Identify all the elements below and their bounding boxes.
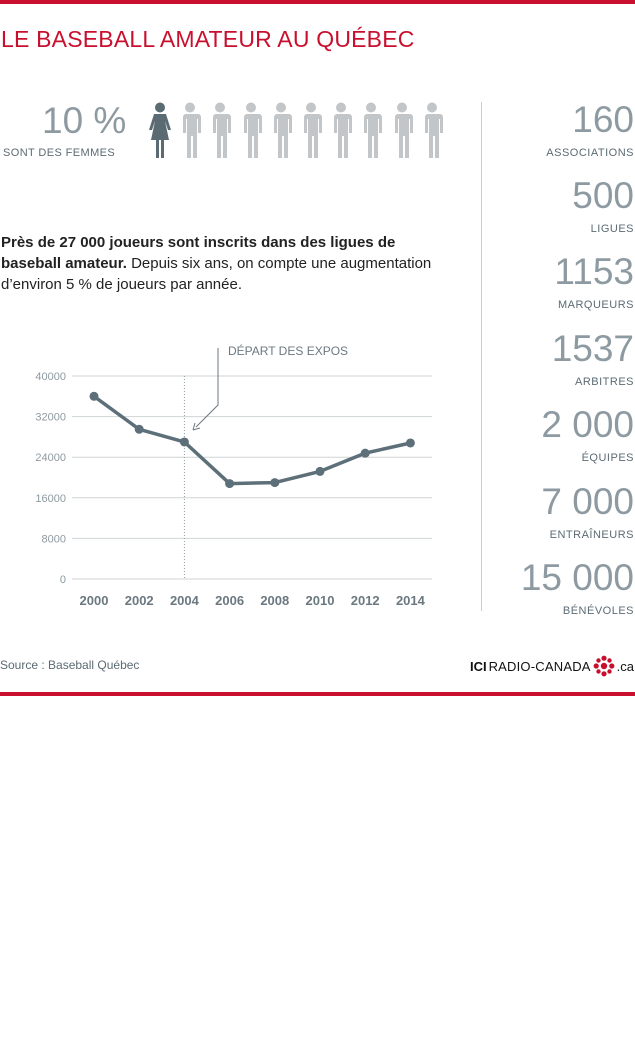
radio-canada-gem-icon <box>593 655 615 677</box>
x-tick-label: 2004 <box>170 593 200 608</box>
y-tick-label: 32000 <box>35 412 66 424</box>
radio-canada-logo[interactable]: ICI RADIO-CANADA .ca <box>470 654 634 678</box>
x-tick-label: 2000 <box>80 593 109 608</box>
y-tick-label: 8000 <box>42 533 66 545</box>
x-tick-label: 2006 <box>215 593 244 608</box>
intro-bold: Près de 27 000 joueurs sont inscrits dan… <box>1 234 396 272</box>
stat-equipes: 2 000 ÉQUIPES <box>541 404 634 465</box>
women-percent: 10 % <box>42 100 127 141</box>
man-figure-icon <box>272 102 292 158</box>
annotation-arrowhead <box>192 422 201 431</box>
man-figure-icon <box>303 102 322 158</box>
data-point <box>270 478 280 488</box>
stat-entraineurs: 7 000 ENTRAÎNEURS <box>541 481 634 542</box>
stat-value: 2 000 <box>541 404 634 445</box>
man-figure-icon <box>242 102 262 158</box>
stat-ligues: 500 LIGUES <box>572 175 634 236</box>
data-point <box>405 438 415 448</box>
man-figure-icon <box>333 102 353 158</box>
page-title: LE BASEBALL AMATEUR AU QUÉBEC <box>1 26 415 52</box>
annotation-label: DÉPART DES EXPOS <box>228 343 348 358</box>
y-tick-label: 16000 <box>35 493 66 505</box>
women-label: SONT DES FEMMES <box>3 147 116 159</box>
x-tick-label: 2008 <box>260 593 289 608</box>
stat-value: 1537 <box>551 328 634 369</box>
brand-ici: ICI <box>469 658 487 674</box>
y-tick-label: 24000 <box>35 452 66 464</box>
annotation-pointer <box>195 348 219 428</box>
stat-label: LIGUES <box>590 223 634 235</box>
top-rule <box>0 0 635 4</box>
brand-name: RADIO-CANADA <box>488 658 591 674</box>
man-figure-icon <box>393 102 413 158</box>
woman-figure-icon <box>149 102 171 158</box>
stat-value: 1153 <box>554 251 634 292</box>
stat-label: BÉNÉVOLES <box>562 605 634 617</box>
vertical-divider <box>481 102 482 611</box>
stat-value: 15 000 <box>520 557 634 598</box>
x-tick-label: 2012 <box>351 593 380 608</box>
stat-label: ASSOCIATIONS <box>546 147 634 159</box>
data-point <box>89 391 99 401</box>
players-line-chart: 0 8000 16000 24000 32000 40000 DÉPART DES EXPO… <box>35 343 432 608</box>
stat-marqueurs: 1153 MARQUEURS <box>554 251 634 312</box>
intro-paragraph: Près de 27 000 joueurs sont inscrits dan… <box>1 232 441 295</box>
stat-associations: 160 ASSOCIATIONS <box>546 99 634 160</box>
stat-label: MARQUEURS <box>557 299 634 311</box>
intro-text: Depuis six ans, on compte une augmentati… <box>1 255 432 293</box>
x-tick-label: 2010 <box>306 593 335 608</box>
man-figure-icon <box>212 102 232 158</box>
x-tick-label: 2002 <box>125 593 154 608</box>
man-figure-icon <box>182 102 202 158</box>
stat-benevoles: 15 000 BÉNÉVOLES <box>520 557 634 618</box>
stat-label: ÉQUIPES <box>581 452 634 464</box>
stat-value: 500 <box>572 175 634 216</box>
y-tick-label: 40000 <box>35 371 66 383</box>
stat-value: 160 <box>572 99 634 140</box>
y-tick-label: 0 <box>60 574 66 586</box>
person-figures <box>145 102 447 160</box>
data-point <box>134 424 144 434</box>
data-point <box>225 479 235 489</box>
stat-arbitres: 1537 ARBITRES <box>551 328 634 389</box>
stat-label: ARBITRES <box>574 376 634 388</box>
data-point <box>315 466 325 476</box>
x-tick-label: 2014 <box>396 593 426 608</box>
man-figure-icon <box>423 102 443 158</box>
stat-label: ENTRAÎNEURS <box>549 529 634 541</box>
stat-value: 7 000 <box>541 481 634 522</box>
data-point <box>179 437 189 447</box>
data-point <box>360 448 370 458</box>
man-figure-icon <box>363 102 383 158</box>
bottom-rule <box>0 692 635 696</box>
brand-tld: .ca <box>616 658 634 674</box>
series-line <box>92 394 411 486</box>
source-note: Source : Baseball Québec <box>0 658 140 672</box>
